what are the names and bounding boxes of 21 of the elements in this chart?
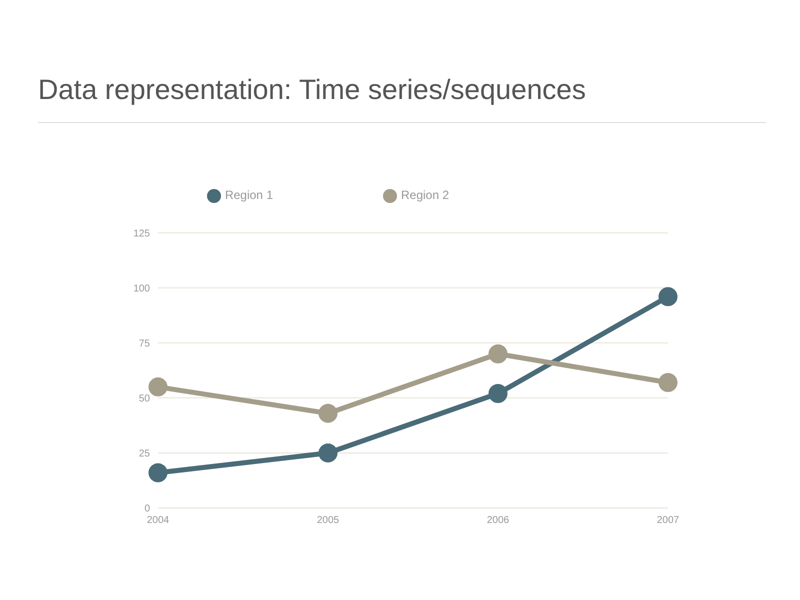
- y-tick-label: 25: [138, 448, 150, 460]
- legend-label: Region 2: [401, 188, 450, 202]
- point: [658, 287, 678, 306]
- y-tick-label: 50: [138, 393, 150, 404]
- chart-title: Data representation: Time series/sequences: [38, 74, 586, 106]
- x-tick-label: 2005: [316, 515, 340, 526]
- y-tick-label: 0: [144, 504, 150, 515]
- x-tick-label: 2007: [656, 515, 680, 526]
- point: [148, 463, 168, 482]
- point: [318, 404, 338, 423]
- y-tick-label: 75: [138, 338, 150, 350]
- x-tick-label: 2006: [486, 515, 510, 526]
- point: [488, 344, 508, 364]
- y-tick-label: 100: [133, 283, 150, 294]
- point: [488, 384, 508, 404]
- legend-label: Region 1: [224, 188, 273, 202]
- x-tick-label: 2004: [146, 515, 170, 526]
- point: [148, 377, 168, 396]
- y-tick-label: 125: [133, 228, 150, 240]
- point: [658, 373, 678, 392]
- point: [318, 443, 338, 462]
